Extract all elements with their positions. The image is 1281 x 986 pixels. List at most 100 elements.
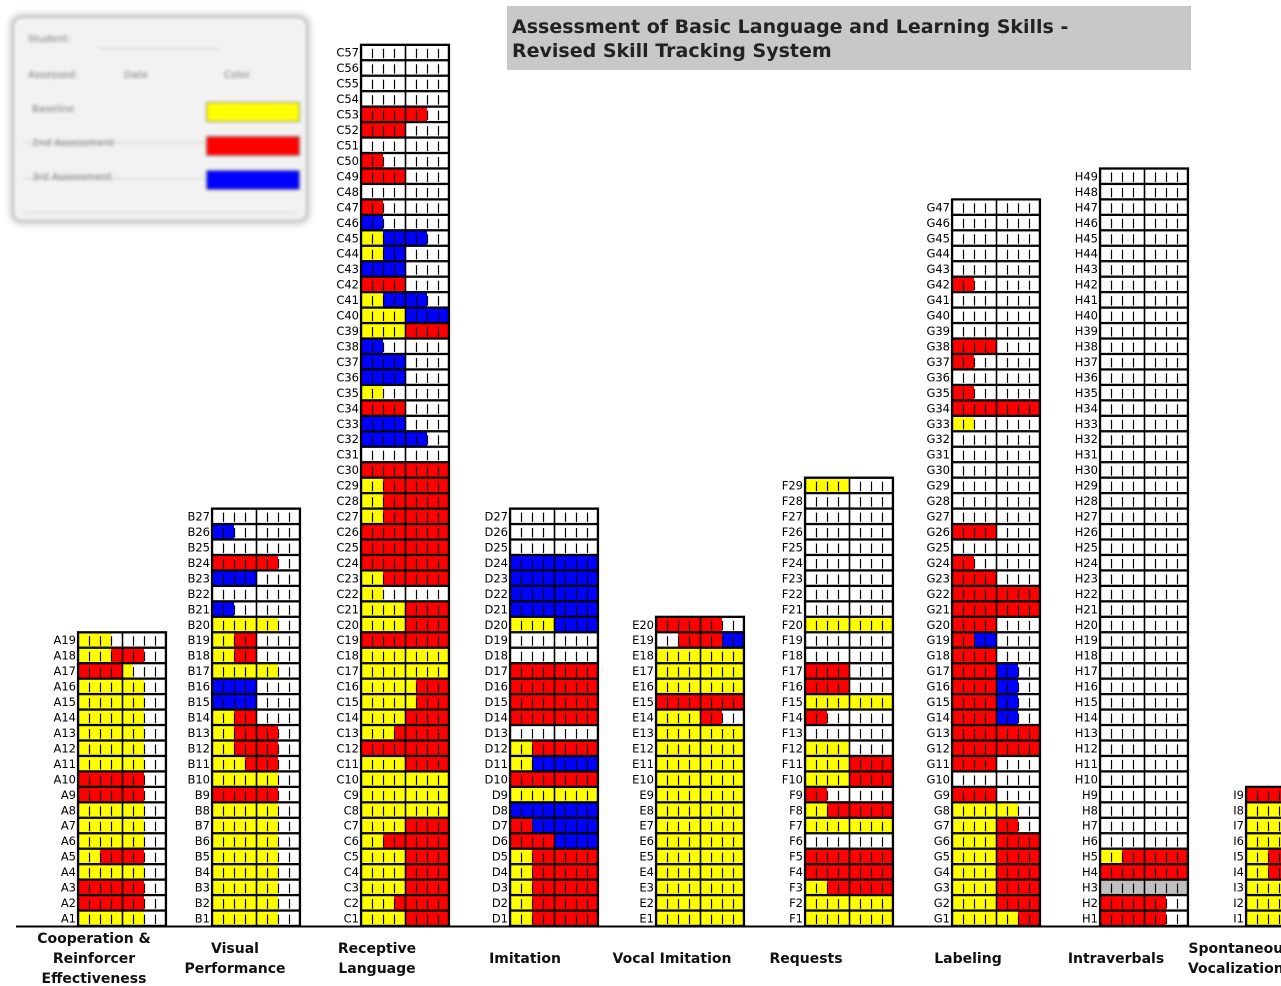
row-label: C2 xyxy=(344,896,359,910)
row-label: H33 xyxy=(1075,417,1098,431)
row-label: A7 xyxy=(61,819,76,833)
skill-cell xyxy=(1246,895,1281,911)
row-label: A17 xyxy=(53,664,76,678)
row-label: C34 xyxy=(336,401,359,415)
row-label: C54 xyxy=(336,92,359,106)
row-label: E6 xyxy=(639,834,654,848)
row-label: D6 xyxy=(492,834,508,848)
row-label: F25 xyxy=(782,540,803,554)
row-label: B22 xyxy=(187,587,210,601)
row-label: H21 xyxy=(1075,602,1098,616)
row-label: F5 xyxy=(789,850,803,864)
row-label: H17 xyxy=(1075,664,1098,678)
skill-cell xyxy=(1246,910,1281,926)
row-label: B6 xyxy=(195,834,210,848)
row-label: H49 xyxy=(1075,169,1098,183)
skill-cell xyxy=(394,895,449,911)
row-label: H9 xyxy=(1082,788,1098,802)
row-label: G47 xyxy=(926,200,950,214)
row-label: H44 xyxy=(1075,247,1098,261)
row-label: D15 xyxy=(485,695,509,709)
row-label: E19 xyxy=(632,633,654,647)
row-label: H6 xyxy=(1082,834,1098,848)
row-label: B16 xyxy=(187,680,210,694)
row-label: A10 xyxy=(53,772,76,786)
row-label: F18 xyxy=(782,649,803,663)
row-label: C56 xyxy=(336,61,359,75)
skill-cell xyxy=(361,895,394,911)
row-label: G38 xyxy=(926,339,950,353)
domain-column-frame xyxy=(950,198,1042,928)
domain-label: Imitation xyxy=(489,951,561,967)
row-label: B17 xyxy=(187,664,210,678)
row-label: G42 xyxy=(926,278,950,292)
row-label: G25 xyxy=(926,540,950,554)
domain-label: Labeling xyxy=(934,951,1001,967)
row-label: H23 xyxy=(1075,571,1098,585)
row-label: H25 xyxy=(1075,540,1098,554)
domain-label: Vocal Imitation xyxy=(613,951,732,967)
row-label: F21 xyxy=(782,602,803,616)
row-label: C17 xyxy=(336,664,359,678)
row-label: C32 xyxy=(336,432,359,446)
row-label: G21 xyxy=(926,602,950,616)
row-label: G29 xyxy=(926,479,950,493)
legend-col-color: Color xyxy=(224,70,251,81)
row-label: E16 xyxy=(632,680,654,694)
row-label: C16 xyxy=(336,680,359,694)
row-label: G20 xyxy=(926,618,950,632)
row-label: H22 xyxy=(1075,587,1098,601)
row-label: D9 xyxy=(492,788,508,802)
row-label: H7 xyxy=(1082,819,1098,833)
row-label: H26 xyxy=(1075,525,1098,539)
row-label: C37 xyxy=(336,355,359,369)
row-label: H32 xyxy=(1075,432,1098,446)
skill-cell xyxy=(361,725,394,741)
row-label: G32 xyxy=(926,432,950,446)
row-label: H13 xyxy=(1075,726,1098,740)
row-label: A1 xyxy=(61,912,76,926)
row-label: C19 xyxy=(336,633,359,647)
row-label: C4 xyxy=(344,865,359,879)
row-label: B24 xyxy=(187,556,210,570)
row-label: F13 xyxy=(782,726,803,740)
row-label: C40 xyxy=(336,309,359,323)
row-label: E18 xyxy=(632,649,654,663)
row-label: A19 xyxy=(53,633,76,647)
row-label: C13 xyxy=(336,726,359,740)
row-label: D1 xyxy=(492,912,508,926)
row-label: C35 xyxy=(336,386,359,400)
row-label: F17 xyxy=(782,664,803,678)
row-label: H10 xyxy=(1075,772,1098,786)
row-label: G22 xyxy=(926,587,950,601)
domain-label: Vocalizations xyxy=(1188,961,1281,977)
row-label: I4 xyxy=(1233,865,1244,879)
row-label: E17 xyxy=(632,664,654,678)
row-label: D17 xyxy=(485,664,509,678)
domain-column-frame xyxy=(210,507,302,928)
row-label: D5 xyxy=(492,850,508,864)
row-label: F6 xyxy=(789,834,803,848)
row-label: F1 xyxy=(789,912,803,926)
legend-row-label: Baseline xyxy=(32,104,75,115)
title-line-2: Revised Skill Tracking System xyxy=(512,40,832,62)
row-label: G5 xyxy=(934,850,950,864)
row-label: G31 xyxy=(926,448,950,462)
row-label: H41 xyxy=(1075,293,1098,307)
row-label: H27 xyxy=(1075,510,1098,524)
row-label: C8 xyxy=(344,803,359,817)
row-label: E15 xyxy=(632,695,654,709)
row-label: G41 xyxy=(926,293,950,307)
row-label: I2 xyxy=(1233,896,1244,910)
skill-cell xyxy=(78,647,111,664)
row-label: B25 xyxy=(187,540,210,554)
skill-cell xyxy=(78,632,111,648)
row-label: E11 xyxy=(632,757,654,771)
skill-cell xyxy=(1246,786,1281,803)
row-label: A15 xyxy=(53,695,76,709)
row-label: G15 xyxy=(926,695,950,709)
row-label: C45 xyxy=(336,231,359,245)
row-label: C24 xyxy=(336,556,359,570)
row-label: C30 xyxy=(336,463,359,477)
